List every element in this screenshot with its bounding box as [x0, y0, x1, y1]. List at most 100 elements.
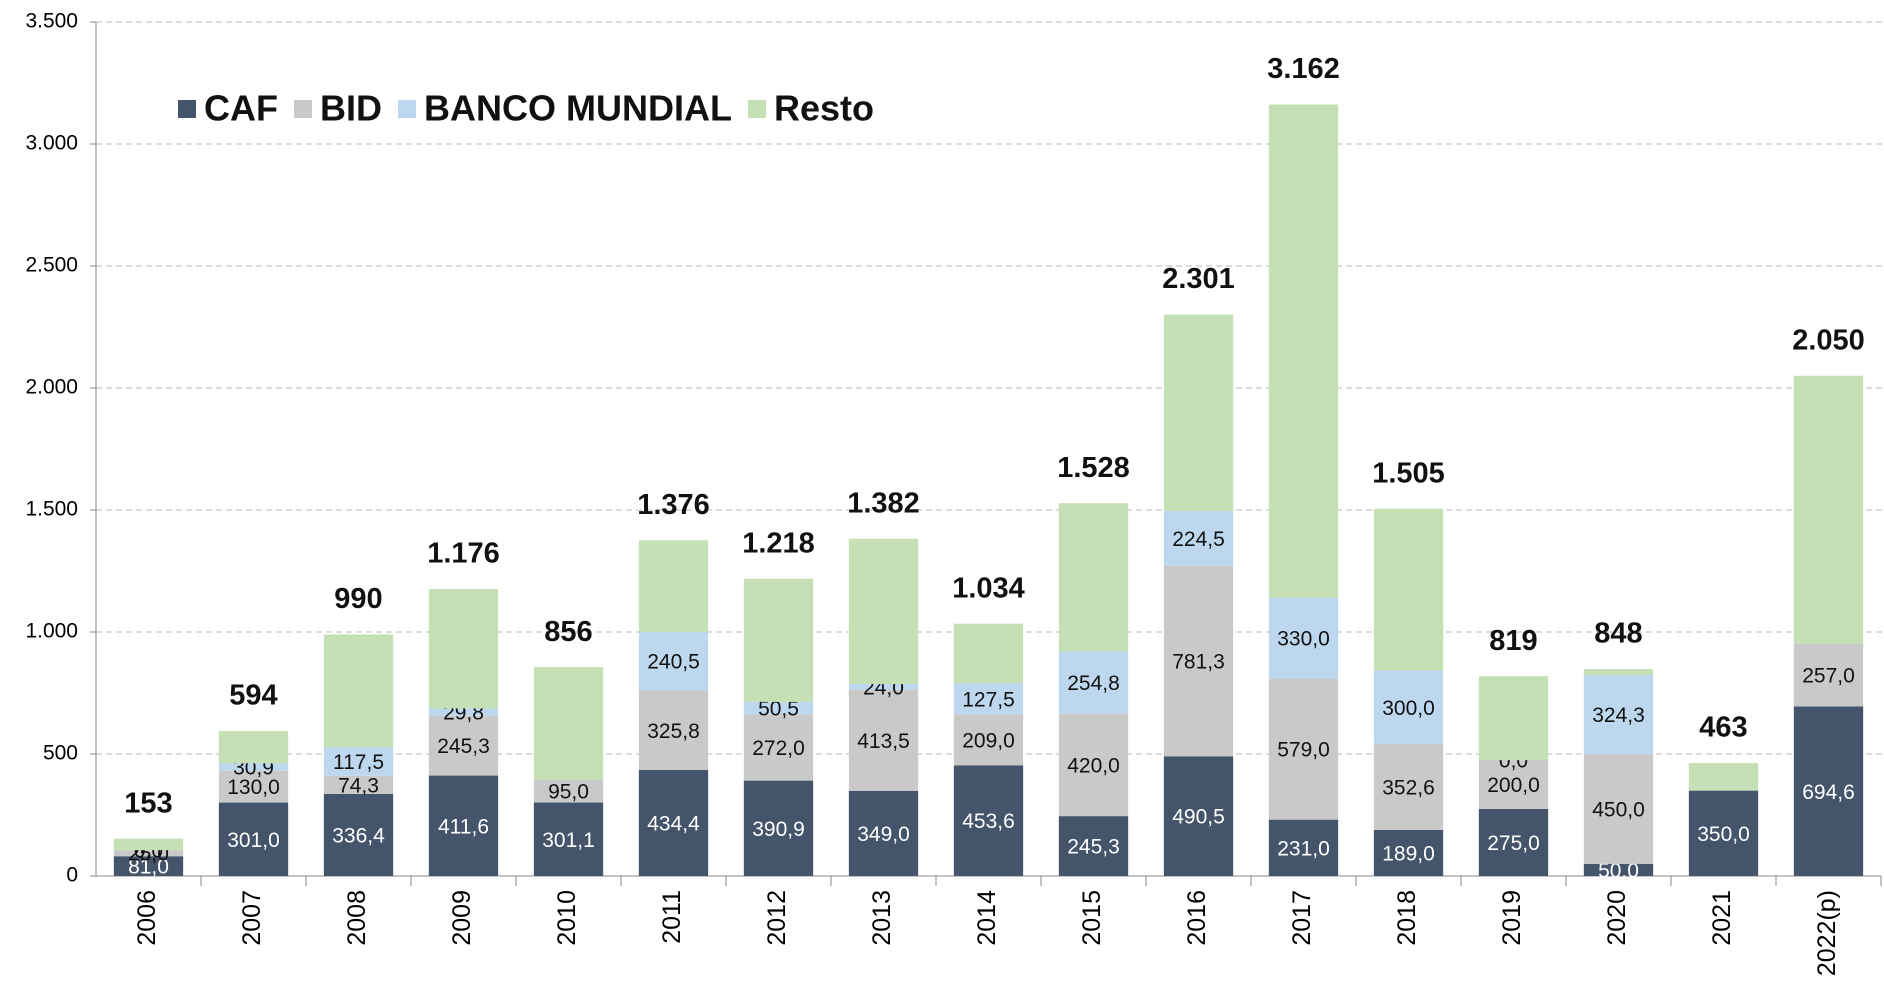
bar-segment	[113, 850, 184, 857]
legend-swatch	[294, 100, 312, 118]
bar-segment	[533, 667, 604, 780]
y-tick-label: 500	[43, 742, 78, 765]
bar-segment	[428, 589, 499, 709]
x-tick-label: 2011	[658, 890, 686, 944]
x-tick-label: 2022(p)	[1813, 890, 1841, 976]
data-label: 420,0	[1067, 754, 1120, 777]
total-label: 153	[124, 787, 172, 819]
total-label: 1.176	[427, 538, 500, 570]
bar-segment	[1478, 760, 1549, 809]
y-tick-label: 2.500	[25, 254, 78, 277]
bar-segment	[1793, 643, 1864, 707]
bar-segment	[638, 690, 709, 771]
bar-segment	[1163, 314, 1234, 511]
bar-segment	[1373, 670, 1444, 744]
bar-segment	[1688, 763, 1759, 791]
data-label: 209,0	[962, 729, 1015, 752]
bar-segment	[218, 770, 289, 803]
legend-label: Resto	[774, 88, 874, 129]
data-label: 245,3	[437, 735, 490, 758]
bar-segment	[1163, 756, 1234, 876]
data-label: 245,3	[1067, 836, 1120, 859]
data-label: 127,5	[962, 688, 1015, 711]
bar-segment	[1373, 743, 1444, 830]
bar-segment	[743, 578, 814, 702]
legend-swatch	[747, 100, 766, 118]
data-label: 74,3	[338, 774, 379, 797]
bar-segment	[1478, 808, 1549, 876]
x-tick-label: 2012	[763, 890, 791, 946]
total-label: 848	[1594, 618, 1642, 650]
data-label: 324,3	[1592, 704, 1645, 727]
x-tick-label: 2014	[973, 890, 1001, 946]
data-label: 413,5	[857, 730, 910, 753]
bar-segment	[848, 689, 919, 791]
bar-segment	[1373, 829, 1444, 876]
x-tick-label: 2008	[343, 890, 371, 946]
legend-label: CAF	[204, 88, 278, 129]
data-label: 434,4	[647, 813, 700, 836]
legend-label: BANCO MUNDIAL	[424, 88, 732, 129]
data-label: 130,0	[227, 776, 280, 799]
x-tick-label: 2006	[133, 890, 161, 946]
data-label: 301,1	[542, 829, 595, 852]
bar-segment	[533, 779, 604, 803]
bar-segment	[638, 631, 709, 691]
total-label: 1.382	[847, 487, 920, 519]
bar-segment	[1793, 375, 1864, 644]
bar-segment	[218, 731, 289, 764]
total-label: 3.162	[1267, 53, 1340, 85]
data-label: 694,6	[1802, 781, 1855, 804]
bar-segment	[1058, 816, 1129, 876]
bar-segment	[1583, 863, 1654, 876]
y-tick-label: 1.500	[25, 498, 78, 521]
x-tick-label: 2007	[238, 890, 266, 946]
bar-segment	[743, 701, 814, 715]
data-label: 390,9	[752, 818, 805, 841]
total-label: 1.528	[1057, 452, 1130, 484]
total-label: 819	[1489, 625, 1537, 657]
bar-segment	[1583, 754, 1654, 864]
bar-segment	[953, 765, 1024, 876]
bar-segment	[323, 775, 394, 794]
y-tick-label: 1.000	[25, 620, 78, 643]
data-label: 325,8	[647, 720, 700, 743]
data-label: 50,5	[758, 698, 799, 721]
bar-segment	[1058, 713, 1129, 817]
bar-segment	[428, 775, 499, 876]
total-label: 2.301	[1162, 263, 1235, 295]
total-label: 990	[334, 583, 382, 615]
bar-segment	[428, 708, 499, 716]
data-label: 352,6	[1382, 776, 1435, 799]
bar-segment	[218, 763, 289, 771]
total-label: 856	[544, 616, 592, 648]
total-label: 594	[229, 680, 277, 712]
data-label: 81,0	[128, 856, 169, 879]
x-tick-label: 2020	[1603, 890, 1631, 946]
bar-segment	[1373, 508, 1444, 671]
data-label: 330,0	[1277, 628, 1330, 651]
bar-segment	[1688, 790, 1759, 876]
bar-segment	[1268, 819, 1339, 876]
x-tick-label: 2019	[1498, 890, 1526, 946]
x-tick-label: 2015	[1078, 890, 1106, 946]
data-label: 272,0	[752, 737, 805, 760]
y-tick-label: 3.500	[25, 10, 78, 33]
bar-segment	[953, 714, 1024, 766]
x-tick-label: 2013	[868, 890, 896, 946]
bar-segment	[1163, 510, 1234, 566]
bar-segment	[1268, 597, 1339, 679]
total-label: 463	[1699, 712, 1747, 744]
bar-segment	[1583, 674, 1654, 754]
data-label: 240,5	[647, 651, 700, 674]
bar-segment	[1058, 503, 1129, 652]
total-label: 1.034	[952, 572, 1025, 604]
bar-segment	[1058, 651, 1129, 714]
data-label: 224,5	[1172, 528, 1225, 551]
bar-segment	[533, 802, 604, 876]
data-label: 350,0	[1697, 823, 1750, 846]
bar-segment	[113, 856, 184, 876]
bar-segment	[1268, 678, 1339, 820]
bar-segment	[1583, 669, 1654, 675]
